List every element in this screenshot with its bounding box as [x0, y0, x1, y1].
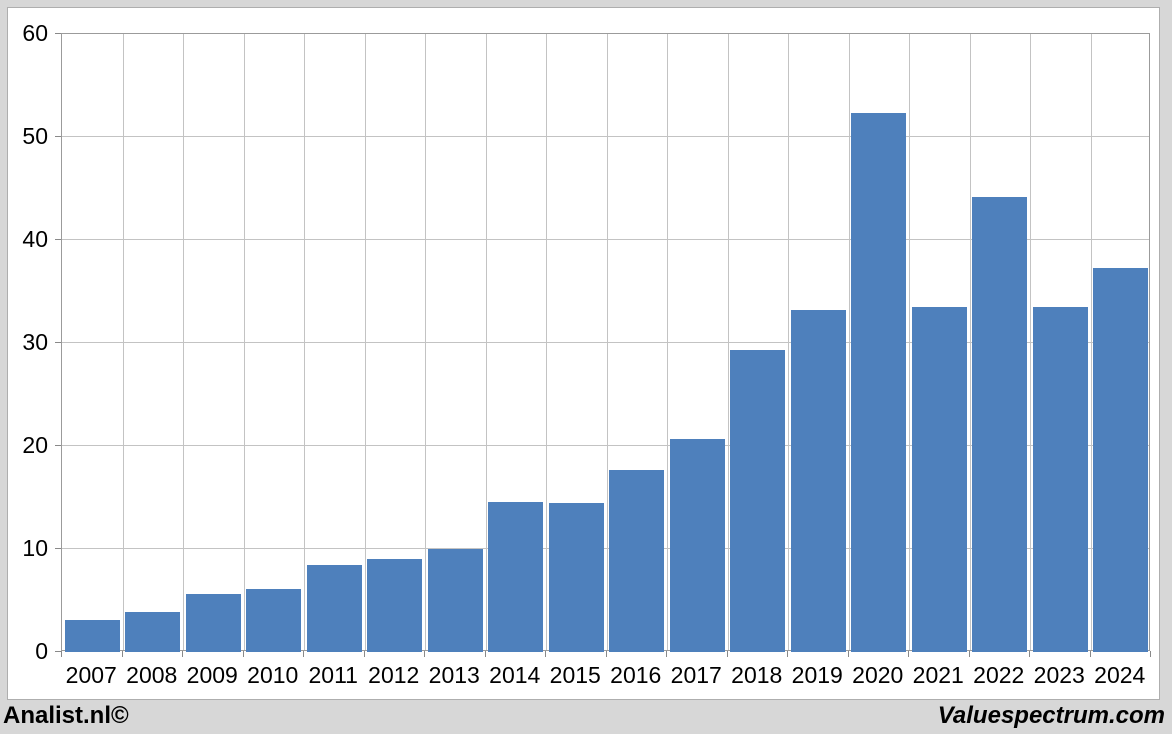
gridline-v-5 — [365, 34, 366, 650]
y-axis-label-40: 40 — [22, 226, 48, 252]
y-axis-label-20: 20 — [22, 432, 48, 458]
x-tick-14 — [908, 651, 909, 657]
gridline-v-15 — [970, 34, 971, 650]
gridline-v-16 — [1030, 34, 1031, 650]
x-axis-label-2013: 2013 — [428, 662, 480, 688]
x-tick-1 — [122, 651, 123, 657]
y-tick-10 — [55, 548, 61, 549]
x-axis-label-2023: 2023 — [1033, 662, 1085, 688]
bar-2013 — [427, 549, 483, 652]
gridline-h-20 — [62, 445, 1149, 446]
y-tick-20 — [55, 445, 61, 446]
x-tick-3 — [243, 651, 244, 657]
x-tick-12 — [787, 651, 788, 657]
x-axis-label-2015: 2015 — [549, 662, 601, 688]
gridline-v-11 — [728, 34, 729, 650]
x-axis-label-2021: 2021 — [912, 662, 964, 688]
gridline-h-30 — [62, 342, 1149, 343]
x-axis-label-2010: 2010 — [247, 662, 299, 688]
bar-2008 — [125, 611, 181, 652]
y-axis-label-60: 60 — [22, 20, 48, 46]
bar-2009 — [185, 594, 241, 652]
x-tick-9 — [606, 651, 607, 657]
gridline-v-1 — [123, 34, 124, 650]
gridline-h-50 — [62, 136, 1149, 137]
y-axis-label-30: 30 — [22, 329, 48, 355]
x-tick-11 — [727, 651, 728, 657]
bar-2023 — [1032, 306, 1088, 652]
bar-2019 — [790, 310, 846, 652]
x-axis-label-2024: 2024 — [1094, 662, 1146, 688]
x-tick-7 — [485, 651, 486, 657]
gridline-v-7 — [486, 34, 487, 650]
x-tick-5 — [364, 651, 365, 657]
x-tick-16 — [1029, 651, 1030, 657]
gridline-v-14 — [909, 34, 910, 650]
x-axis-label-2018: 2018 — [731, 662, 783, 688]
y-tick-0 — [55, 651, 61, 652]
gridline-v-2 — [183, 34, 184, 650]
gridline-v-13 — [849, 34, 850, 650]
x-axis-label-2008: 2008 — [126, 662, 178, 688]
x-axis-label-2012: 2012 — [368, 662, 420, 688]
x-axis-label-2014: 2014 — [489, 662, 541, 688]
y-tick-50 — [55, 136, 61, 137]
x-axis-label-2009: 2009 — [186, 662, 238, 688]
x-axis-label-2011: 2011 — [308, 662, 358, 688]
plot-area — [61, 33, 1150, 652]
bar-2007 — [64, 620, 120, 652]
x-tick-17 — [1090, 651, 1091, 657]
x-tick-4 — [303, 651, 304, 657]
gridline-v-6 — [425, 34, 426, 650]
bar-2014 — [488, 501, 544, 652]
bar-2017 — [669, 438, 725, 652]
y-axis-label-50: 50 — [22, 123, 48, 149]
gridline-v-10 — [667, 34, 668, 650]
bar-2015 — [548, 502, 604, 652]
bar-2018 — [730, 350, 786, 652]
footer-brand-analist: Analist.nl© — [3, 702, 129, 729]
gridline-v-12 — [788, 34, 789, 650]
y-axis-label-0: 0 — [35, 638, 48, 664]
x-tick-0 — [61, 651, 62, 657]
bar-2010 — [246, 589, 302, 652]
bar-2020 — [851, 113, 907, 652]
y-axis-label-10: 10 — [22, 535, 48, 561]
x-tick-13 — [848, 651, 849, 657]
gridline-v-17 — [1091, 34, 1092, 650]
x-axis-label-2022: 2022 — [973, 662, 1025, 688]
x-tick-8 — [545, 651, 546, 657]
gridline-v-3 — [244, 34, 245, 650]
x-tick-10 — [666, 651, 667, 657]
x-tick-15 — [969, 651, 970, 657]
x-tick-18 — [1150, 651, 1151, 657]
gridline-v-8 — [546, 34, 547, 650]
bar-2022 — [972, 196, 1028, 652]
y-tick-60 — [55, 33, 61, 34]
bar-2016 — [609, 469, 665, 652]
gridline-v-4 — [304, 34, 305, 650]
x-tick-2 — [182, 651, 183, 657]
bar-2012 — [367, 559, 423, 652]
footer-brand-valuespectrum: Valuespectrum.com — [937, 702, 1165, 729]
bar-2024 — [1093, 267, 1149, 652]
x-axis-label-2020: 2020 — [852, 662, 904, 688]
bar-2011 — [306, 565, 362, 652]
x-axis-label-2016: 2016 — [610, 662, 662, 688]
y-tick-30 — [55, 342, 61, 343]
bar-2021 — [911, 306, 967, 652]
gridline-h-10 — [62, 548, 1149, 549]
gridline-h-40 — [62, 239, 1149, 240]
x-axis-label-2017: 2017 — [670, 662, 722, 688]
x-axis-label-2019: 2019 — [791, 662, 843, 688]
y-tick-40 — [55, 239, 61, 240]
x-tick-6 — [424, 651, 425, 657]
x-axis-label-2007: 2007 — [65, 662, 117, 688]
gridline-v-9 — [607, 34, 608, 650]
